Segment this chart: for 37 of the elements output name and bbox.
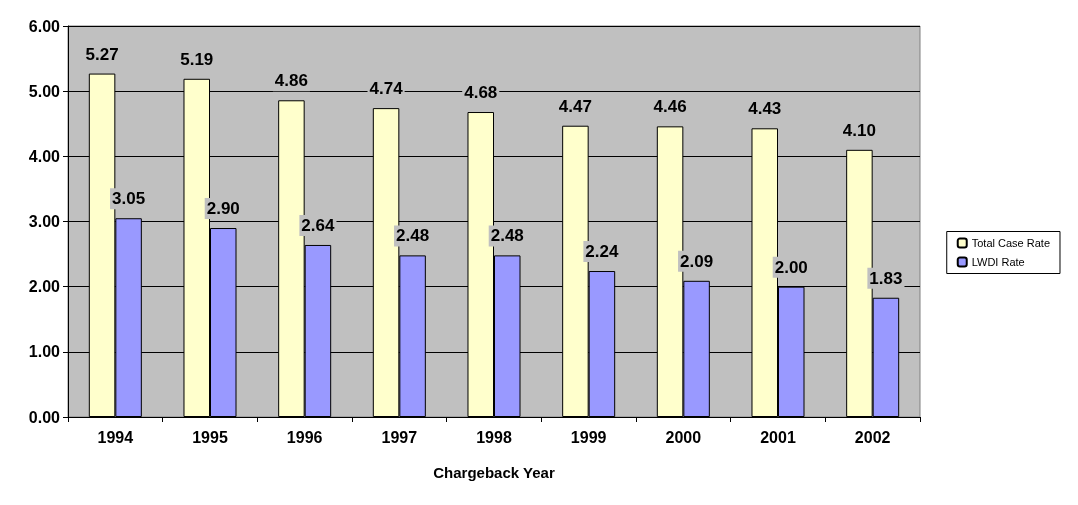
- data-label: 5.27: [85, 44, 119, 64]
- x-axis-title: Chargeback Year: [433, 464, 555, 481]
- data-label: 3.05: [112, 189, 146, 209]
- x-tick-label: 1999: [570, 428, 607, 446]
- data-label: 4.47: [558, 96, 592, 116]
- x-tick-label: 1994: [97, 428, 134, 446]
- data-label: 4.46: [653, 97, 687, 117]
- x-tick-label: 1998: [476, 428, 512, 446]
- x-tick-label: 1996: [286, 428, 323, 446]
- data-label: 4.68: [464, 83, 498, 103]
- data-label: 4.10: [842, 120, 876, 140]
- data-label: 2.24: [585, 242, 620, 262]
- data-label: 2.90: [206, 199, 240, 219]
- data-label: 4.43: [748, 99, 782, 119]
- x-tick-label: 2002: [854, 428, 891, 446]
- legend-label: LWDI Rate: [971, 256, 1025, 268]
- y-tick-label: 3.00: [28, 213, 61, 230]
- y-tick-label: 6.00: [28, 17, 61, 35]
- data-label: 1.83: [869, 268, 903, 288]
- data-label: 5.19: [180, 49, 214, 69]
- data-label: 4.74: [369, 79, 404, 99]
- data-label: 2.48: [490, 226, 524, 246]
- data-label: 2.09: [680, 251, 714, 271]
- y-tick-label: 0.00: [28, 408, 61, 426]
- x-tick-label: 2000: [665, 428, 702, 446]
- legend-label: Total Case Rate: [971, 237, 1050, 249]
- y-tick-label: 1.00: [28, 343, 61, 361]
- x-tick-label: 1997: [381, 428, 418, 446]
- y-tick-label: 4.00: [28, 147, 61, 165]
- data-label: 4.86: [274, 71, 308, 91]
- x-tick-label: 2001: [760, 428, 796, 446]
- data-label: 2.64: [301, 215, 336, 235]
- y-tick-label: 5.00: [28, 82, 61, 100]
- y-tick-label: 2.00: [28, 278, 61, 296]
- data-label: 2.48: [396, 226, 430, 246]
- x-tick-label: 1995: [192, 428, 228, 446]
- data-label: 2.00: [774, 257, 808, 277]
